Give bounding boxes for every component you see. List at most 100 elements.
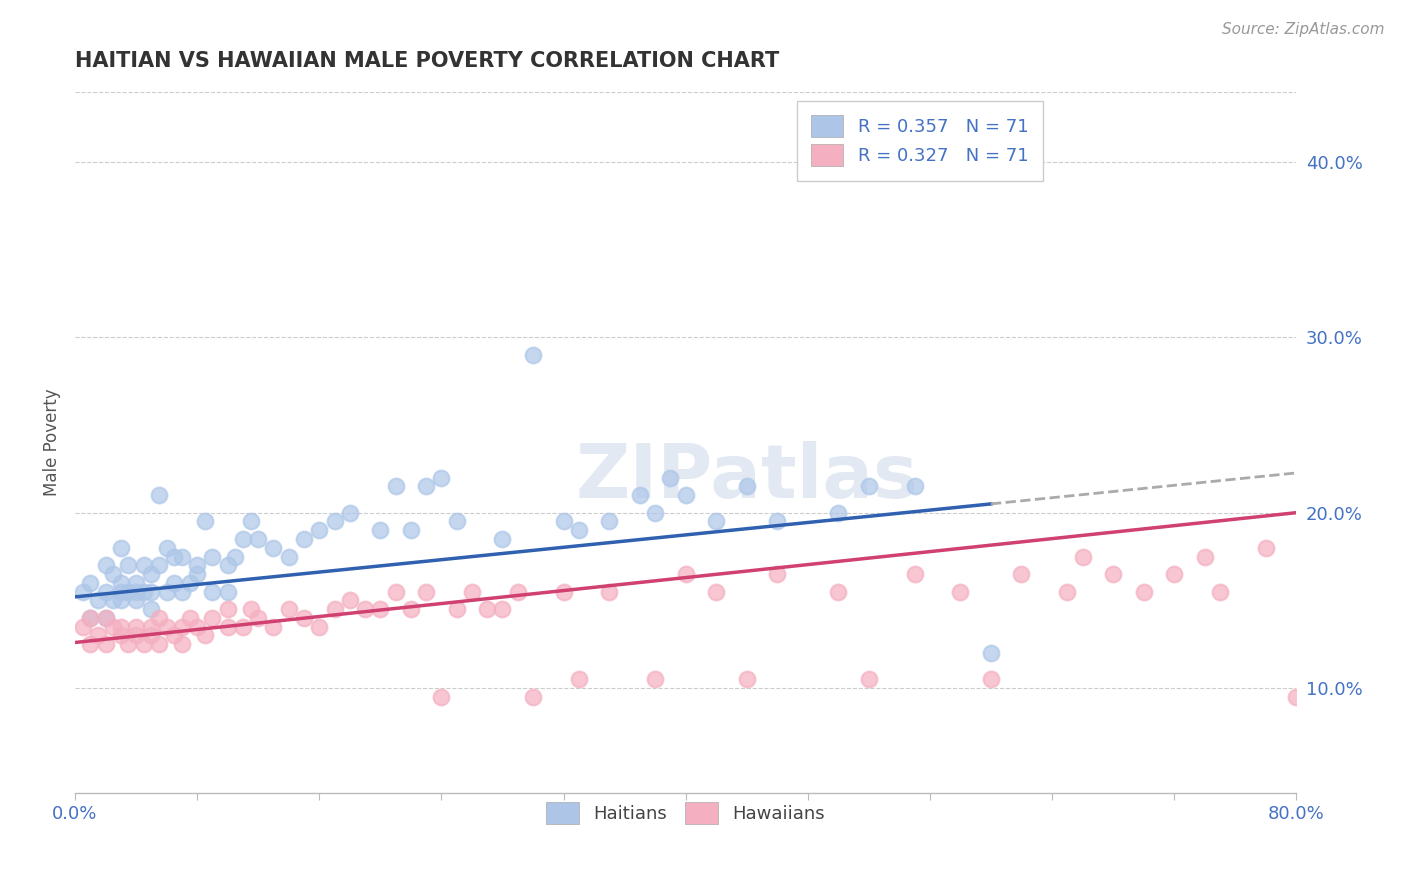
Point xyxy=(148,488,170,502)
Point xyxy=(370,523,392,537)
Point xyxy=(163,628,186,642)
Point xyxy=(170,584,193,599)
Point xyxy=(217,558,239,573)
Point xyxy=(87,593,110,607)
Point xyxy=(477,602,499,616)
Point xyxy=(163,549,186,564)
Point xyxy=(110,620,132,634)
Point xyxy=(675,488,697,502)
Point xyxy=(117,637,139,651)
Point xyxy=(262,620,284,634)
Point xyxy=(110,593,132,607)
Point xyxy=(132,584,155,599)
Point xyxy=(110,584,132,599)
Point xyxy=(1102,567,1125,582)
Point xyxy=(1132,584,1154,599)
Point xyxy=(1011,567,1033,582)
Point xyxy=(186,558,208,573)
Point xyxy=(94,611,117,625)
Point xyxy=(247,611,270,625)
Point xyxy=(858,673,880,687)
Point xyxy=(132,558,155,573)
Point xyxy=(186,567,208,582)
Point xyxy=(141,620,163,634)
Point xyxy=(163,575,186,590)
Point xyxy=(110,575,132,590)
Point xyxy=(232,532,254,546)
Point xyxy=(827,584,849,599)
Point xyxy=(339,506,361,520)
Point xyxy=(553,584,575,599)
Point xyxy=(904,479,927,493)
Point xyxy=(735,673,758,687)
Point xyxy=(1071,549,1094,564)
Point xyxy=(217,620,239,634)
Point xyxy=(94,558,117,573)
Point xyxy=(644,673,666,687)
Point xyxy=(384,584,406,599)
Point xyxy=(827,506,849,520)
Point xyxy=(101,593,124,607)
Point xyxy=(141,628,163,642)
Point xyxy=(79,611,101,625)
Text: ZIPatlas: ZIPatlas xyxy=(575,442,918,514)
Point xyxy=(194,628,217,642)
Point xyxy=(125,593,148,607)
Point xyxy=(292,611,315,625)
Point xyxy=(155,541,177,555)
Point xyxy=(110,628,132,642)
Point xyxy=(704,515,727,529)
Legend: Haitians, Hawaiians: Haitians, Hawaiians xyxy=(537,793,834,833)
Point xyxy=(79,637,101,651)
Point xyxy=(1056,584,1078,599)
Point xyxy=(201,549,224,564)
Point xyxy=(628,488,651,502)
Point xyxy=(354,602,377,616)
Point xyxy=(170,637,193,651)
Point xyxy=(110,541,132,555)
Point xyxy=(232,620,254,634)
Text: Source: ZipAtlas.com: Source: ZipAtlas.com xyxy=(1222,22,1385,37)
Point xyxy=(94,584,117,599)
Point xyxy=(179,611,201,625)
Point xyxy=(675,567,697,582)
Point xyxy=(598,584,620,599)
Point xyxy=(644,506,666,520)
Point xyxy=(292,532,315,546)
Point xyxy=(72,584,94,599)
Point xyxy=(858,479,880,493)
Point xyxy=(446,602,468,616)
Point xyxy=(415,584,437,599)
Point xyxy=(399,602,422,616)
Point xyxy=(132,637,155,651)
Point xyxy=(79,611,101,625)
Point xyxy=(262,541,284,555)
Point xyxy=(186,620,208,634)
Point xyxy=(217,584,239,599)
Point xyxy=(239,515,262,529)
Point xyxy=(568,673,591,687)
Point xyxy=(72,620,94,634)
Point xyxy=(704,584,727,599)
Point xyxy=(659,470,682,484)
Point xyxy=(461,584,484,599)
Point xyxy=(370,602,392,616)
Point xyxy=(323,515,346,529)
Point xyxy=(339,593,361,607)
Point xyxy=(1163,567,1185,582)
Point xyxy=(247,532,270,546)
Point xyxy=(117,558,139,573)
Point xyxy=(277,602,299,616)
Point xyxy=(179,575,201,590)
Point xyxy=(194,515,217,529)
Point xyxy=(94,611,117,625)
Point xyxy=(141,567,163,582)
Point xyxy=(87,628,110,642)
Point xyxy=(155,620,177,634)
Point xyxy=(446,515,468,529)
Point xyxy=(217,602,239,616)
Point xyxy=(141,602,163,616)
Point xyxy=(224,549,246,564)
Point xyxy=(125,620,148,634)
Y-axis label: Male Poverty: Male Poverty xyxy=(44,389,60,496)
